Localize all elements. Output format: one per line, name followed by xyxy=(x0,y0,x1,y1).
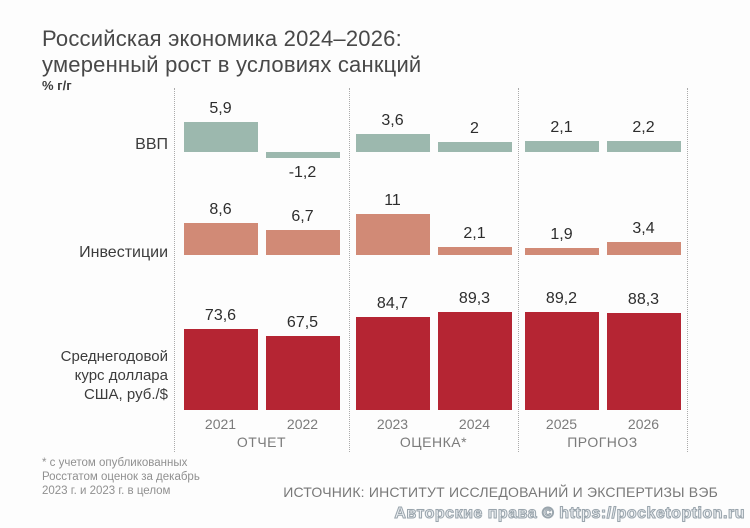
separator-line-1 xyxy=(174,88,175,452)
chart-title-line2: умеренный рост в условиях санкций xyxy=(42,52,422,77)
bar-value-usd-2026: 88,3 xyxy=(627,291,660,308)
row-label-usd-line3: США, руб./$ xyxy=(83,386,168,403)
bar-investments-2021 xyxy=(183,223,258,255)
x-axis-year-2024: 2024 xyxy=(458,416,491,432)
bar-investments-2026 xyxy=(606,242,681,255)
bar-investments-2025 xyxy=(524,248,599,255)
x-axis-year-2025: 2025 xyxy=(545,416,578,432)
bar-usd-2023 xyxy=(355,317,430,410)
x-axis-year-2023: 2023 xyxy=(376,416,409,432)
bar-value-gdp-2025: 2,1 xyxy=(550,119,573,136)
x-axis-group-label-3: ПРОГНОЗ xyxy=(567,434,638,450)
bar-value-gdp-2026: 2,2 xyxy=(632,119,655,136)
bar-value-usd-2021: 73,6 xyxy=(204,307,237,324)
watermark: Авторские права © https://pocketoption.r… xyxy=(394,505,745,523)
bar-value-gdp-2021: 5,9 xyxy=(209,100,232,117)
source-credit: ИСТОЧНИК: ИНСТИТУТ ИССЛЕДОВАНИЙ И ЭКСПЕР… xyxy=(283,484,718,500)
x-axis-group-label-2: ОЦЕНКА* xyxy=(399,434,468,450)
bar-usd-2022 xyxy=(265,336,340,410)
chart-title: Российская экономика 2024–2026: умеренны… xyxy=(42,26,421,78)
bar-value-investments-2026: 3,4 xyxy=(632,220,655,237)
row-label-usd-line1: Среднегодовой xyxy=(60,348,168,365)
separator-line-4 xyxy=(687,88,688,452)
bar-value-usd-2024: 89,3 xyxy=(458,290,491,307)
chart-title-line1: Российская экономика 2024–2026: xyxy=(42,26,402,51)
bar-usd-2025 xyxy=(524,312,599,410)
bar-gdp-2022 xyxy=(265,152,340,158)
bar-value-investments-2022: 6,7 xyxy=(291,208,314,225)
separator-line-3 xyxy=(518,88,519,452)
y-axis-unit-label: % г/г xyxy=(42,78,72,93)
bar-usd-2021 xyxy=(183,329,258,410)
footnote: * с учетом опубликованных Росстатом оцен… xyxy=(42,456,200,498)
x-axis-year-2021: 2021 xyxy=(204,416,237,432)
row-label-gdp: ВВП xyxy=(135,136,168,153)
bar-investments-2024 xyxy=(437,247,512,255)
row-label-usd-rate: Среднегодовой курс доллара США, руб./$ xyxy=(0,347,168,404)
footnote-line3: 2023 г. и 2023 г. в целом xyxy=(42,485,171,497)
bar-gdp-2025 xyxy=(524,141,599,152)
bar-value-investments-2021: 8,6 xyxy=(209,201,232,218)
bar-value-gdp-2022: -1,2 xyxy=(288,164,317,181)
bar-usd-2024 xyxy=(437,312,512,410)
bar-value-investments-2024: 2,1 xyxy=(463,225,486,242)
bar-gdp-2026 xyxy=(606,141,681,152)
bar-value-investments-2023: 11 xyxy=(384,192,401,209)
bar-investments-2022 xyxy=(265,230,340,255)
bar-value-investments-2025: 1,9 xyxy=(550,226,573,243)
x-axis-group-label-1: ОТЧЕТ xyxy=(236,434,287,450)
bar-gdp-2024 xyxy=(437,142,512,152)
bar-value-gdp-2024: 2 xyxy=(470,120,479,137)
bar-usd-2026 xyxy=(606,313,681,410)
bar-value-usd-2025: 89,2 xyxy=(545,290,578,307)
bar-value-usd-2022: 67,5 xyxy=(286,314,319,331)
footnote-line2: Росстатом оценок за декабрь xyxy=(42,471,200,483)
x-axis-year-2022: 2022 xyxy=(286,416,319,432)
row-label-investments: Инвестиции xyxy=(79,244,168,261)
bar-investments-2023 xyxy=(355,214,430,255)
bar-gdp-2021 xyxy=(183,122,258,152)
row-label-usd-line2: курс доллара xyxy=(74,367,168,384)
separator-line-2 xyxy=(349,88,350,452)
bar-value-usd-2023: 84,7 xyxy=(376,295,409,312)
footnote-line1: * с учетом опубликованных xyxy=(42,457,188,469)
x-axis-year-2026: 2026 xyxy=(627,416,660,432)
bar-gdp-2023 xyxy=(355,134,430,152)
bar-value-gdp-2023: 3,6 xyxy=(381,112,404,129)
